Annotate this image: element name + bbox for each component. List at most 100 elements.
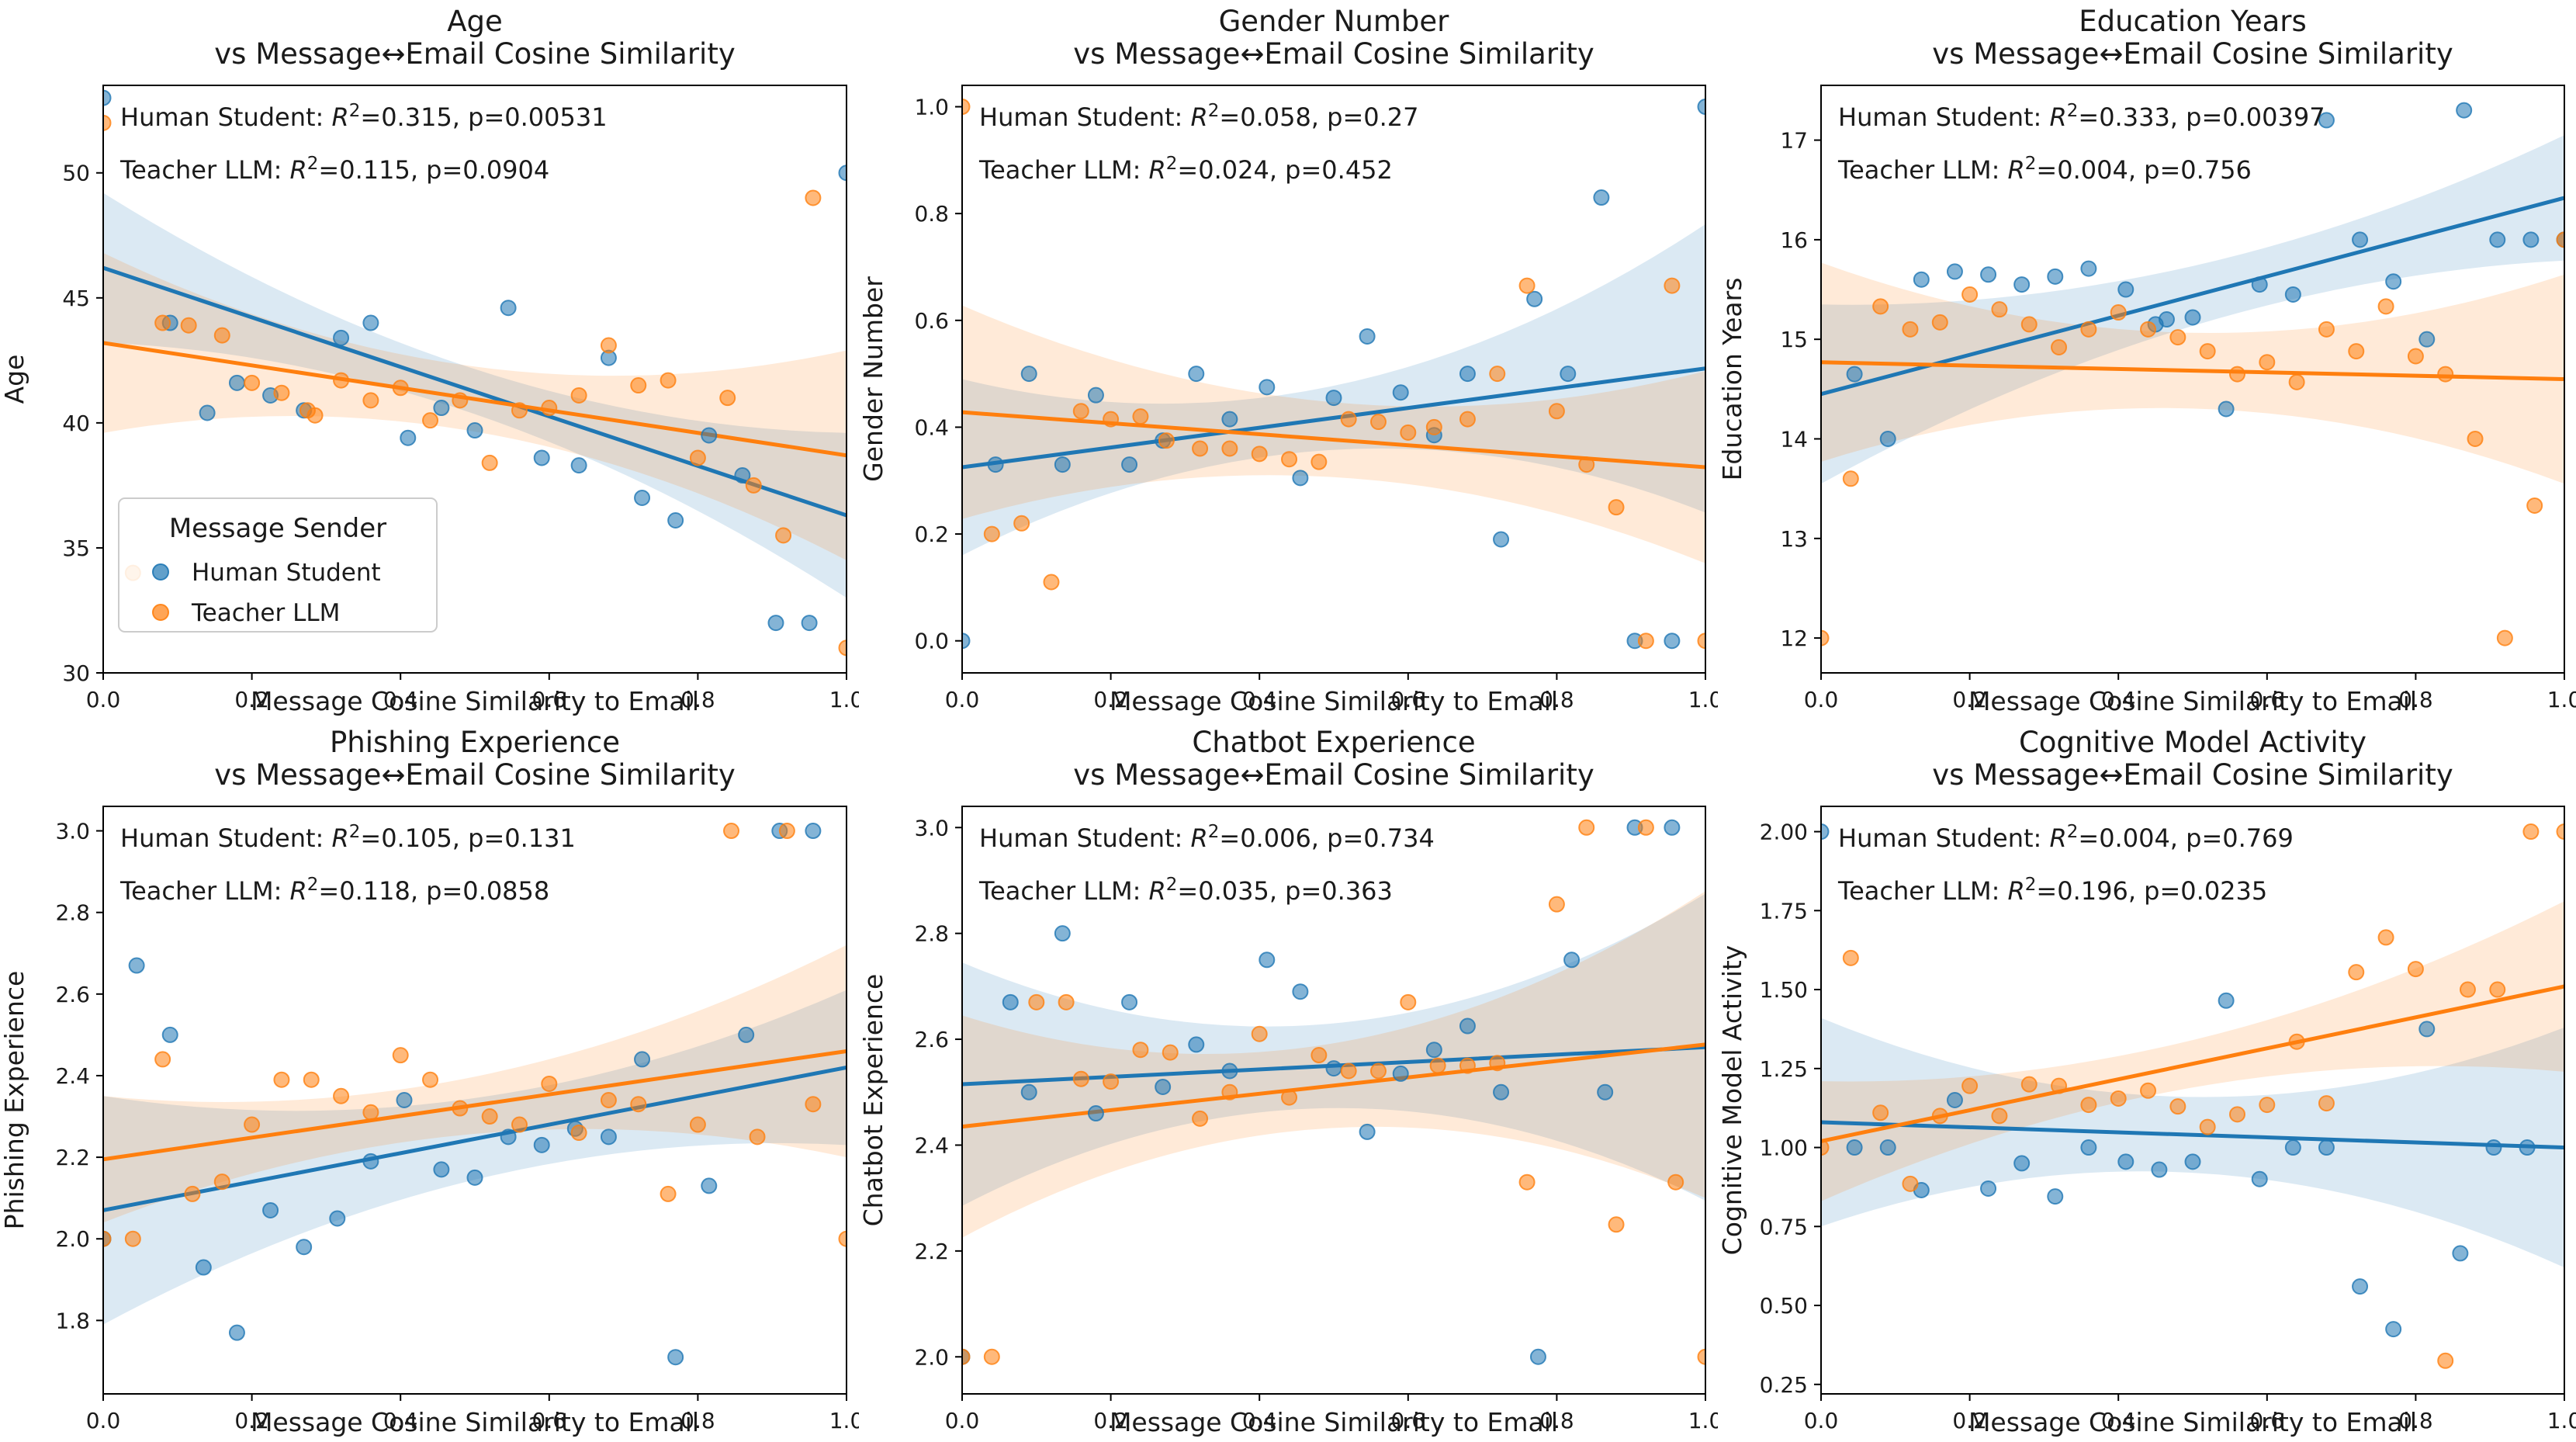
human-point (1563, 952, 1581, 969)
human-point (1121, 456, 1138, 473)
teacher-point (273, 384, 290, 401)
human-point (2184, 309, 2201, 326)
human-point (1188, 366, 1205, 383)
y-tick-label: 2.6 (55, 982, 90, 1007)
teacher-point (778, 823, 795, 840)
human-point (1529, 1348, 1546, 1365)
human-point (1259, 952, 1276, 969)
teacher-point (422, 412, 439, 429)
teacher-point (1340, 1062, 1357, 1080)
axes-spines (1820, 85, 2565, 674)
y-tick-label: 1.00 (1760, 1135, 1808, 1161)
teacher-point (1664, 277, 1681, 294)
human-point (329, 1210, 346, 1227)
teacher-points (103, 114, 847, 657)
teacher-point (2080, 1097, 2097, 1114)
teacher-point (570, 1125, 587, 1142)
human-point (333, 329, 350, 346)
human-point (1054, 925, 1071, 942)
human-points (962, 819, 1681, 1365)
teacher-point (1842, 949, 1859, 966)
human-point (1020, 1083, 1037, 1101)
teacher-point (1013, 515, 1030, 532)
x-tick-label: 0.6 (2250, 1408, 2285, 1433)
human-point (362, 1153, 379, 1170)
human-point (195, 1259, 212, 1276)
teacher-point (2459, 981, 2476, 998)
human-confidence-band (103, 990, 847, 1325)
annotation-human-student: Human Student: R2=0.105, p=0.131 (120, 822, 576, 853)
human-point (2519, 1139, 2536, 1156)
human-point (500, 300, 517, 317)
teacher-point (1637, 633, 1654, 650)
teacher-point (1369, 414, 1387, 431)
human-point (1188, 1036, 1205, 1053)
x-axis-label: Message Cosine Similarity to Email (1110, 1407, 1558, 1437)
human-point (1821, 823, 1830, 841)
teacher-point (1158, 432, 1175, 449)
x-tick-label: 0.4 (2101, 1408, 2136, 1433)
human-point (2013, 1155, 2031, 1172)
teacher-point (962, 1348, 971, 1365)
y-axis-label: Age (0, 355, 29, 404)
teacher-regression-line (962, 1042, 1705, 1129)
x-tick-label: 0.4 (2101, 687, 2136, 712)
legend-box (118, 497, 438, 633)
human-regression-line (1821, 1120, 2564, 1150)
teacher-regression-line (103, 1049, 847, 1162)
y-tick-label: 16 (1780, 227, 1808, 253)
human-point (1664, 633, 1681, 650)
teacher-point (362, 1104, 379, 1121)
y-tick-label: 0.75 (1760, 1214, 1808, 1239)
x-tick-label: 0.4 (383, 687, 418, 712)
human-point (1913, 271, 1930, 288)
annotation-teacher-llm: Teacher LLM: R2=0.024, p=0.452 (978, 154, 1393, 185)
human-point (1980, 266, 1997, 283)
teacher-point (745, 477, 762, 494)
teacher-point (180, 317, 197, 334)
y-tick-label: 30 (62, 660, 90, 686)
teacher-point (2348, 964, 2365, 981)
teacher-point (600, 337, 617, 354)
plot-area (1821, 102, 2564, 646)
teacher-point (2556, 823, 2564, 841)
chart-title-line2: vs Message↔Email Cosine Similarity (214, 37, 735, 71)
teacher-point (2080, 321, 2097, 338)
x-tick-label: 0.4 (1242, 1408, 1277, 1433)
teacher-point (1459, 411, 1476, 428)
teacher-point (1459, 1057, 1476, 1074)
human-point (2047, 1188, 2064, 1205)
teacher-point (1872, 298, 1889, 315)
teacher-point (1961, 1077, 1979, 1094)
x-tick-label: 0.2 (234, 1408, 269, 1433)
human-point (1946, 263, 1963, 280)
human-point (128, 957, 145, 974)
teacher-point (1103, 1073, 1120, 1090)
human-point (2158, 311, 2175, 328)
human-point (228, 374, 245, 391)
human-point (103, 89, 112, 106)
human-point (1087, 1105, 1104, 1122)
teacher-point (1132, 408, 1149, 425)
teacher-point (2169, 329, 2186, 346)
chart-title-line2: vs Message↔Email Cosine Similarity (1932, 758, 2453, 792)
human-point (1155, 1078, 1172, 1095)
teacher-point (541, 1075, 558, 1092)
y-tick-label: 1.0 (914, 95, 949, 120)
teacher-point (541, 400, 558, 417)
x-tick-label: 0.8 (680, 1408, 715, 1433)
chart-title-line2: vs Message↔Email Cosine Similarity (1073, 758, 1594, 792)
y-tick-label: 1.8 (55, 1308, 90, 1333)
x-tick-label: 0.0 (1804, 687, 1839, 712)
human-point (1359, 328, 1376, 345)
teacher-points (962, 99, 1705, 650)
teacher-point (2407, 348, 2424, 365)
human-point (1493, 1083, 1510, 1101)
teacher-point (749, 1128, 766, 1146)
teacher-point (1991, 301, 2008, 318)
teacher-point (306, 407, 324, 424)
human-point (767, 615, 784, 632)
human-point (2080, 1139, 2097, 1156)
